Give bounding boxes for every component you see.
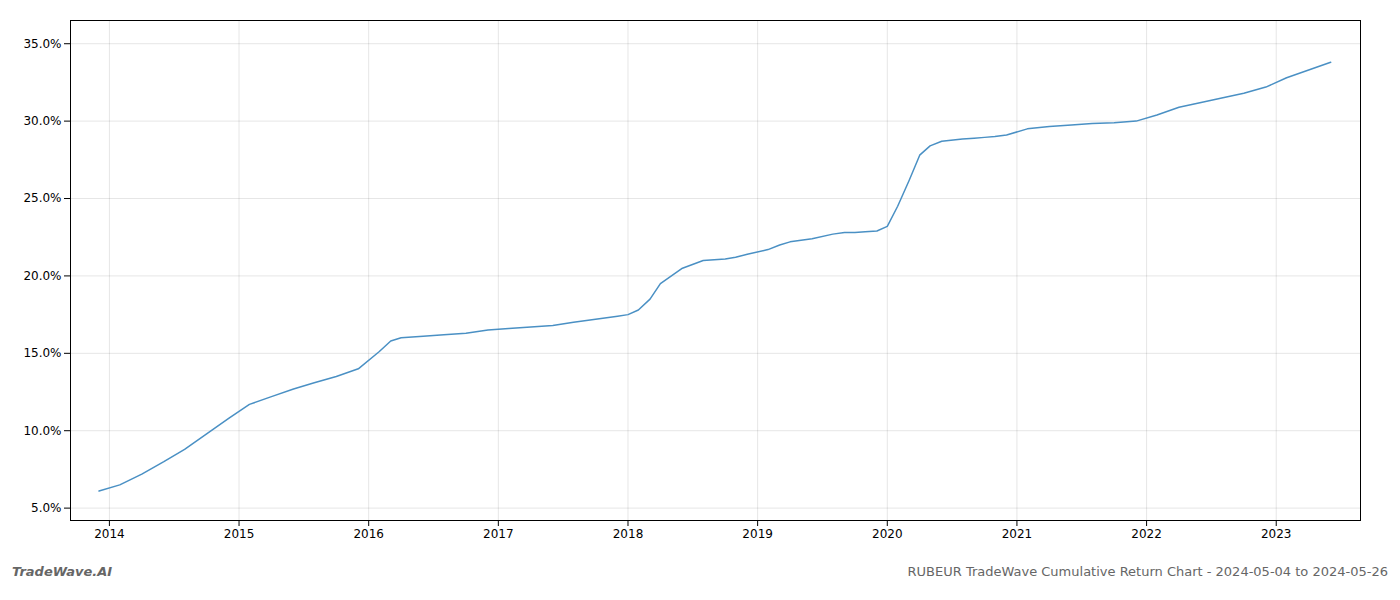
svg-text:2014: 2014 (94, 527, 125, 541)
html-text:TradeWave.AI: TradeWave.AI (12, 564, 113, 579)
svg-text:2019: 2019 (742, 527, 773, 541)
svg-text:2017: 2017 (483, 527, 514, 541)
svg-text:20.0%: 20.0% (23, 269, 61, 283)
html-text:RUBEUR TradeWave Cumulative Re: RUBEUR TradeWave Cumulative Return Chart… (907, 564, 1388, 579)
svg-text:2015: 2015 (224, 527, 255, 541)
svg-text:2023: 2023 (1261, 527, 1292, 541)
svg-text:35.0%: 35.0% (23, 37, 61, 51)
svg-text:2021: 2021 (1002, 527, 1033, 541)
svg-text:2020: 2020 (872, 527, 903, 541)
svg-text:2022: 2022 (1131, 527, 1162, 541)
svg-text:5.0%: 5.0% (31, 501, 62, 515)
svg-text:10.0%: 10.0% (23, 424, 61, 438)
svg-text:2018: 2018 (613, 527, 644, 541)
svg-text:30.0%: 30.0% (23, 114, 61, 128)
svg-text:2016: 2016 (353, 527, 384, 541)
svg-text:25.0%: 25.0% (23, 191, 61, 205)
svg-text:15.0%: 15.0% (23, 346, 61, 360)
